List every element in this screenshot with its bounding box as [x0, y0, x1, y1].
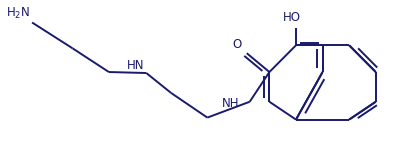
Text: H$_2$N: H$_2$N [6, 6, 30, 21]
Text: HO: HO [283, 11, 301, 24]
Text: O: O [232, 38, 241, 51]
Text: NH: NH [222, 98, 240, 111]
Text: HN: HN [127, 58, 144, 72]
